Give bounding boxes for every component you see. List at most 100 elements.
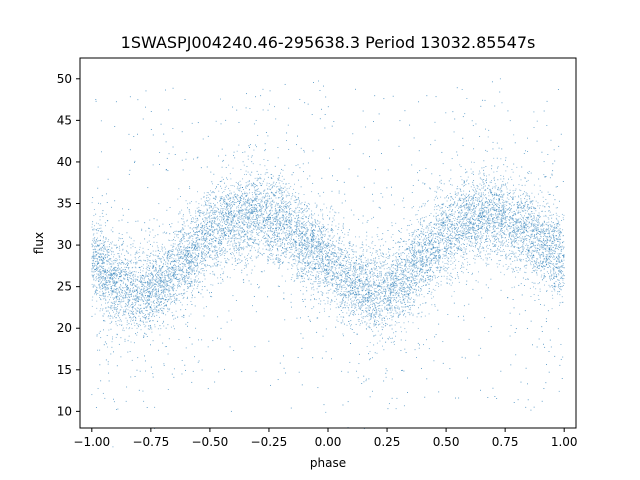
- data-point: [297, 225, 299, 227]
- data-point: [540, 240, 542, 242]
- data-point: [543, 238, 545, 239]
- data-point: [561, 277, 563, 279]
- data-point: [468, 205, 470, 207]
- data-point: [309, 267, 310, 269]
- data-point: [445, 224, 447, 226]
- data-point: [271, 255, 273, 257]
- data-point: [329, 304, 331, 306]
- data-point: [324, 275, 326, 277]
- data-point: [362, 316, 364, 318]
- data-point: [436, 249, 438, 251]
- data-point: [266, 223, 268, 225]
- data-point: [275, 218, 276, 220]
- data-point: [424, 280, 426, 281]
- data-point: [263, 224, 265, 226]
- data-point: [107, 240, 109, 242]
- data-point: [250, 245, 252, 246]
- data-point: [463, 231, 465, 233]
- data-point: [134, 300, 136, 301]
- data-point: [119, 301, 121, 303]
- data-point: [548, 284, 550, 286]
- data-point: [321, 268, 323, 270]
- data-point: [240, 230, 242, 232]
- data-point: [379, 315, 381, 317]
- data-point: [155, 294, 157, 296]
- data-point: [479, 208, 480, 210]
- data-point: [561, 272, 563, 274]
- data-point: [288, 235, 290, 237]
- data-point: [436, 231, 438, 233]
- data-point: [387, 284, 389, 286]
- data-point: [541, 265, 542, 267]
- data-point: [247, 243, 249, 245]
- data-point: [170, 267, 172, 269]
- data-point: [464, 250, 466, 252]
- data-point: [362, 244, 364, 246]
- data-point: [158, 294, 160, 296]
- data-point: [131, 279, 133, 281]
- data-point: [466, 243, 468, 245]
- data-point: [225, 195, 227, 197]
- data-point: [559, 269, 561, 271]
- data-point: [198, 278, 199, 280]
- data-point: [263, 192, 265, 194]
- data-point: [246, 217, 248, 218]
- data-point: [162, 247, 164, 249]
- data-point: [353, 310, 354, 312]
- data-point: [173, 293, 174, 295]
- data-point: [440, 284, 442, 286]
- data-point: [413, 302, 415, 304]
- data-point: [248, 200, 250, 202]
- data-point: [238, 196, 240, 198]
- data-point: [273, 185, 275, 187]
- data-point: [114, 314, 116, 316]
- data-point: [174, 230, 176, 232]
- data-point: [341, 302, 343, 304]
- data-point: [105, 225, 106, 227]
- data-point: [533, 294, 535, 296]
- data-point: [349, 295, 351, 297]
- data-point: [554, 276, 556, 278]
- data-point: [385, 289, 387, 291]
- data-point: [478, 249, 480, 251]
- data-point: [237, 233, 239, 235]
- data-point: [171, 223, 173, 225]
- data-point: [547, 263, 549, 265]
- data-point: [533, 235, 535, 237]
- data-point: [530, 243, 531, 245]
- data-point: [537, 222, 539, 224]
- data-point: [222, 225, 224, 227]
- data-point: [362, 317, 364, 319]
- data-point: [246, 246, 248, 248]
- data-point: [390, 283, 392, 285]
- data-point: [237, 183, 239, 184]
- data-point: [91, 246, 93, 248]
- data-point: [470, 200, 472, 202]
- data-point: [463, 218, 465, 220]
- data-point: [230, 224, 232, 226]
- data-point: [454, 223, 456, 225]
- data-point: [375, 284, 377, 286]
- data-point: [365, 266, 367, 268]
- data-point: [485, 240, 487, 242]
- data-point: [429, 255, 431, 256]
- data-point: [516, 209, 518, 211]
- data-point: [295, 236, 297, 238]
- data-point: [183, 275, 185, 276]
- data-point: [192, 261, 193, 262]
- data-point: [298, 248, 300, 249]
- data-point: [126, 286, 128, 287]
- data-point: [560, 246, 562, 248]
- data-point: [302, 256, 304, 257]
- data-point: [300, 262, 302, 264]
- data-point: [151, 279, 153, 281]
- data-point: [489, 241, 491, 243]
- data-point: [201, 204, 203, 206]
- data-point: [343, 272, 345, 273]
- data-point: [448, 220, 450, 222]
- data-point: [365, 308, 367, 310]
- data-point: [290, 233, 292, 235]
- data-point: [481, 202, 483, 203]
- data-point: [500, 224, 502, 226]
- data-point: [525, 272, 527, 274]
